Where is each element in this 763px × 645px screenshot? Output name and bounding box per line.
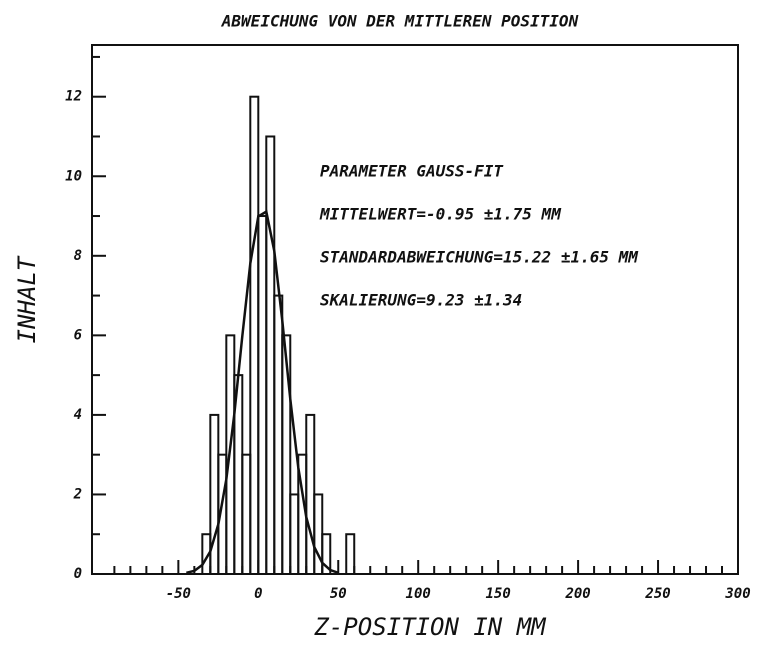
histogram-bar: [257, 215, 268, 575]
y-tick-label: 12: [65, 89, 82, 105]
y-axis-label: INHALT: [13, 255, 41, 343]
x-tick-label: -50: [166, 586, 191, 602]
y-tick-label: 8: [74, 248, 82, 264]
y-tick-label: 2: [73, 486, 82, 502]
histogram-bar: [321, 533, 332, 576]
x-tick-label: 0: [254, 586, 262, 602]
chart-title: ABWEICHUNG VON DER MITTLEREN POSITION: [221, 12, 579, 31]
histogram-bar: [281, 334, 292, 576]
histogram-bar: [289, 493, 300, 576]
y-tick-label: 0: [74, 566, 82, 582]
plot-frame: [91, 44, 739, 575]
annotation: SKALIERUNG=9.23 ±1.34: [320, 291, 522, 310]
histogram-bar: [273, 294, 284, 575]
histogram-bar: [345, 533, 356, 576]
x-tick-label: 250: [644, 586, 670, 602]
annotation: STANDARDABWEICHUNG=15.22 ±1.65 MM: [320, 248, 639, 267]
x-tick-label: 300: [724, 586, 750, 602]
y-tick-label: 10: [65, 168, 82, 184]
histogram-bar: [249, 95, 260, 576]
x-axis-label: Z-POSITION IN MM: [313, 613, 547, 641]
x-tick-label: 50: [330, 586, 347, 602]
histogram-bar: [305, 413, 316, 575]
histogram-bar: [265, 135, 276, 575]
histogram-bar: [241, 453, 252, 576]
y-tick-label: 6: [74, 327, 82, 343]
x-tick-label: 200: [564, 586, 590, 602]
annotation: PARAMETER GAUSS-FIT: [320, 162, 504, 181]
y-tick-label: 4: [74, 407, 82, 423]
annotation: MITTELWERT=-0.95 ±1.75 MM: [319, 205, 562, 224]
fit-curve: [186, 209, 339, 575]
x-tick-label: 100: [406, 586, 431, 602]
x-tick-label: 150: [486, 586, 511, 602]
